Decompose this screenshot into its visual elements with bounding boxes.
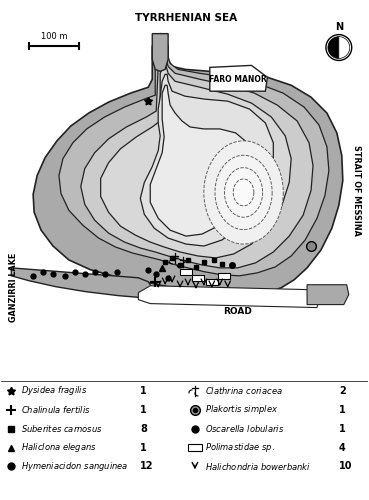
Polygon shape <box>140 74 273 246</box>
Polygon shape <box>33 34 343 296</box>
Text: TYRRHENIAN SEA: TYRRHENIAN SEA <box>135 13 237 23</box>
Polygon shape <box>59 50 329 276</box>
Text: $\it{Clathrina}$ $\it{coriacea}$: $\it{Clathrina}$ $\it{coriacea}$ <box>205 386 283 396</box>
Wedge shape <box>328 36 339 59</box>
Text: FARO MANOR: FARO MANOR <box>209 75 266 84</box>
Polygon shape <box>152 34 168 72</box>
Bar <box>180 269 192 275</box>
Text: 1: 1 <box>339 405 346 415</box>
Polygon shape <box>224 168 263 217</box>
Text: 1: 1 <box>140 442 147 452</box>
Text: $\it{Hymeniacidon}$ $\it{sanguinea}$: $\it{Hymeniacidon}$ $\it{sanguinea}$ <box>21 460 129 473</box>
Text: 8: 8 <box>140 424 147 434</box>
Text: $\it{Halichondria}$ $\it{bowerbanki}$: $\it{Halichondria}$ $\it{bowerbanki}$ <box>205 461 311 472</box>
Polygon shape <box>210 66 268 91</box>
Text: STRAIT OF MESSINA: STRAIT OF MESSINA <box>352 145 361 236</box>
Text: 10: 10 <box>339 462 352 471</box>
Polygon shape <box>215 156 272 230</box>
Bar <box>206 279 218 284</box>
Bar <box>188 444 202 452</box>
Text: $\it{Oscarella}$ $\it{lobularis}$: $\it{Oscarella}$ $\it{lobularis}$ <box>205 423 284 434</box>
Polygon shape <box>150 85 254 236</box>
Text: $\it{Polimastidae}$ $\it{sp.}$: $\it{Polimastidae}$ $\it{sp.}$ <box>205 441 275 454</box>
Polygon shape <box>138 286 321 308</box>
Polygon shape <box>233 179 254 206</box>
Polygon shape <box>307 284 349 304</box>
Text: N: N <box>335 22 343 32</box>
Text: GANZIRRI LAKE: GANZIRRI LAKE <box>9 253 18 322</box>
Polygon shape <box>11 268 152 298</box>
Text: $\it{Plakortis}$ $\it{simplex}$: $\it{Plakortis}$ $\it{simplex}$ <box>205 404 278 416</box>
Wedge shape <box>339 36 350 59</box>
Polygon shape <box>101 66 291 258</box>
Text: 1: 1 <box>339 424 346 434</box>
Text: $\it{Dysidea}$ $\it{fragilis}$: $\it{Dysidea}$ $\it{fragilis}$ <box>21 384 87 398</box>
Bar <box>192 275 204 281</box>
Bar <box>218 273 230 279</box>
Text: 1: 1 <box>140 405 147 415</box>
Text: $\it{Chalinula}$ $\it{fertilis}$: $\it{Chalinula}$ $\it{fertilis}$ <box>21 404 91 415</box>
Text: 100 m: 100 m <box>41 32 67 40</box>
Text: 4: 4 <box>339 442 346 452</box>
Text: ROAD: ROAD <box>223 307 252 316</box>
Text: 12: 12 <box>140 462 154 471</box>
Text: 1: 1 <box>140 386 147 396</box>
Text: $\it{Suberites}$ $\it{carnosus}$: $\it{Suberites}$ $\it{carnosus}$ <box>21 423 103 434</box>
Polygon shape <box>81 60 313 268</box>
Polygon shape <box>204 141 283 244</box>
Text: 2: 2 <box>339 386 346 396</box>
Text: $\it{Haliclona}$ $\it{elegans}$: $\it{Haliclona}$ $\it{elegans}$ <box>21 441 97 454</box>
